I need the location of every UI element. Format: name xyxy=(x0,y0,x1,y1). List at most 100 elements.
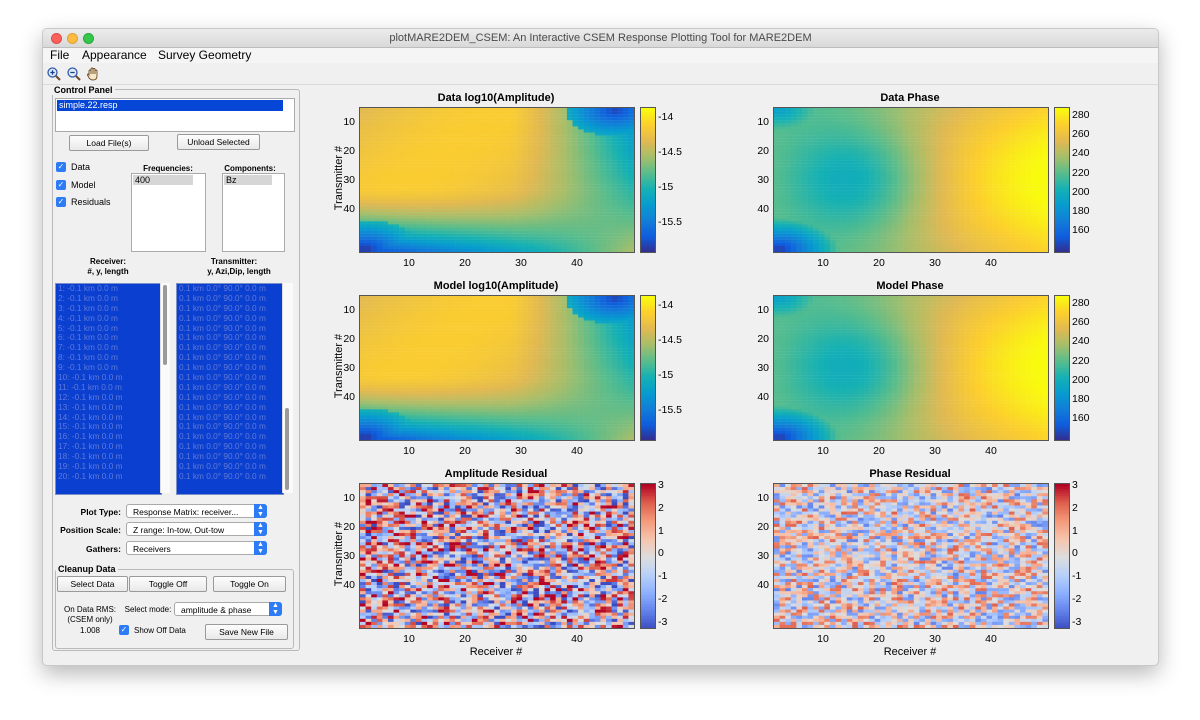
cleanup-data-title: Cleanup Data xyxy=(56,564,118,574)
menu-file[interactable]: File xyxy=(50,48,70,62)
maximize-window-button[interactable] xyxy=(83,33,94,44)
receiver-list-item[interactable]: 4: -0.1 km 0.0 m xyxy=(58,312,118,323)
menu-survey-geometry[interactable]: Survey Geometry xyxy=(158,48,252,62)
show-off-data-checkbox[interactable]: ✓ xyxy=(119,625,129,635)
receiver-list-item[interactable]: 13: -0.1 km 0.0 m xyxy=(58,401,123,412)
receiver-list-scrollbar[interactable] xyxy=(160,283,170,493)
transmitter-list-scrollbar[interactable] xyxy=(282,283,293,493)
receiver-list-item[interactable]: 20: -0.1 km 0.0 m xyxy=(58,470,123,481)
heatmap-image[interactable] xyxy=(773,107,1049,253)
transmitter-list-item[interactable]: 0.1 km 0.0° 90.0° 0.0 m xyxy=(179,312,266,323)
receiver-list-item[interactable]: 7: -0.1 km 0.0 m xyxy=(58,342,118,353)
close-window-button[interactable] xyxy=(51,33,62,44)
transmitter-list-item[interactable]: 0.1 km 0.0° 90.0° 0.0 m xyxy=(179,372,266,383)
residuals-checkbox[interactable]: ✓ xyxy=(56,197,66,207)
colorbar xyxy=(640,295,656,441)
receiver-list-item[interactable]: 6: -0.1 km 0.0 m xyxy=(58,332,118,343)
transmitter-list-item[interactable]: 0.1 km 0.0° 90.0° 0.0 m xyxy=(179,421,266,432)
zoom-in-icon[interactable] xyxy=(46,66,62,82)
transmitter-list-item[interactable]: 0.1 km 0.0° 90.0° 0.0 m xyxy=(179,470,266,481)
receiver-list-item[interactable]: 9: -0.1 km 0.0 m xyxy=(58,362,118,373)
receiver-list-item[interactable]: 3: -0.1 km 0.0 m xyxy=(58,302,118,313)
heatmap-image[interactable] xyxy=(359,295,635,441)
component-item[interactable]: Bz xyxy=(224,175,272,185)
colorbar-tick-label: 180 xyxy=(1072,393,1090,405)
heatmap-image[interactable] xyxy=(359,107,635,253)
receiver-list-item[interactable]: 1: -0.1 km 0.0 m xyxy=(58,283,118,293)
heatmap-image[interactable] xyxy=(773,483,1049,629)
gathers-value: Receivers xyxy=(133,544,171,554)
transmitter-list-item[interactable]: 0.1 km 0.0° 90.0° 0.0 m xyxy=(179,302,266,313)
receiver-scroll-thumb[interactable] xyxy=(163,285,167,365)
toggle-on-button[interactable]: Toggle On xyxy=(213,576,286,592)
heatmap-image[interactable] xyxy=(773,295,1049,441)
colorbar-tick-label: -3 xyxy=(658,615,668,628)
y-tick-label: 20 xyxy=(343,333,355,345)
zoom-out-icon[interactable] xyxy=(66,66,82,82)
receiver-list-item[interactable]: 8: -0.1 km 0.0 m xyxy=(58,352,118,363)
file-list[interactable]: simple.22.resp xyxy=(55,98,295,132)
receiver-list-item[interactable]: 10: -0.1 km 0.0 m xyxy=(58,372,123,383)
receiver-list-item[interactable]: 17: -0.1 km 0.0 m xyxy=(58,441,123,452)
position-scale-select[interactable]: Z range: In-tow, Out-tow ▲ ▼ xyxy=(126,522,267,536)
select-data-button[interactable]: Select Data xyxy=(57,576,128,592)
colorbar-tick-label: 2 xyxy=(1072,501,1078,514)
transmitter-list-item[interactable]: 0.1 km 0.0° 90.0° 0.0 m xyxy=(179,381,266,392)
transmitter-list-item[interactable]: 0.1 km 0.0° 90.0° 0.0 m xyxy=(179,431,266,442)
data-checkbox[interactable]: ✓ xyxy=(56,162,66,172)
receiver-list[interactable]: 1: -0.1 km 0.0 m 2: -0.1 km 0.0 m 3: -0.1 … xyxy=(55,283,162,495)
transmitter-list-item[interactable]: 0.1 km 0.0° 90.0° 0.0 m xyxy=(179,283,266,293)
menu-appearance[interactable]: Appearance xyxy=(82,48,147,62)
x-tick-label: 20 xyxy=(873,257,885,269)
transmitter-list-item[interactable]: 0.1 km 0.0° 90.0° 0.0 m xyxy=(179,391,266,402)
transmitter-list-item[interactable]: 0.1 km 0.0° 90.0° 0.0 m xyxy=(179,451,266,462)
transmitter-list-item[interactable]: 0.1 km 0.0° 90.0° 0.0 m xyxy=(179,322,266,333)
rms-sublabel: (CSEM only) xyxy=(67,615,113,624)
load-files-button[interactable]: Load File(s) xyxy=(69,135,149,151)
y-axis-label: Transmitter # xyxy=(333,145,345,211)
plot-type-select[interactable]: Response Matrix: receiver... ▲ ▼ xyxy=(126,504,267,518)
select-mode-select[interactable]: amplitude & phase ▲ ▼ xyxy=(174,602,282,616)
minimize-window-button[interactable] xyxy=(67,33,78,44)
receiver-list-item[interactable]: 18: -0.1 km 0.0 m xyxy=(58,451,123,462)
receiver-list-item[interactable]: 11: -0.1 km 0.0 m xyxy=(58,381,122,392)
components-list[interactable]: Bz xyxy=(222,173,285,252)
transmitter-list-item[interactable]: 0.1 km 0.0° 90.0° 0.0 m xyxy=(179,362,266,373)
colorbar-tick-label: -14.5 xyxy=(658,146,682,158)
receiver-list-item[interactable]: 19: -0.1 km 0.0 m xyxy=(58,461,123,472)
receiver-list-item[interactable]: 16: -0.1 km 0.0 m xyxy=(58,431,123,442)
y-tick-label: 20 xyxy=(757,145,769,157)
toggle-off-button[interactable]: Toggle Off xyxy=(129,576,207,592)
receiver-list-item[interactable]: 14: -0.1 km 0.0 m xyxy=(58,411,123,422)
colorbar xyxy=(1054,295,1070,441)
transmitter-list-item[interactable]: 0.1 km 0.0° 90.0° 0.0 m xyxy=(179,332,266,343)
transmitter-scroll-thumb[interactable] xyxy=(285,408,289,490)
transmitter-list-item[interactable]: 0.1 km 0.0° 90.0° 0.0 m xyxy=(179,292,266,303)
x-tick-label: 30 xyxy=(515,445,527,457)
transmitter-list-item[interactable]: 0.1 km 0.0° 90.0° 0.0 m xyxy=(179,401,266,412)
transmitter-list-item[interactable]: 0.1 km 0.0° 90.0° 0.0 m xyxy=(179,342,266,353)
receiver-list-item[interactable]: 2: -0.1 km 0.0 m xyxy=(58,292,118,303)
receiver-list-item[interactable]: 12: -0.1 km 0.0 m xyxy=(58,391,123,402)
model-checkbox[interactable]: ✓ xyxy=(56,180,66,190)
file-list-item-selected[interactable]: simple.22.resp xyxy=(57,100,283,111)
receiver-list-item[interactable]: 15: -0.1 km 0.0 m xyxy=(58,421,123,432)
colorbar xyxy=(1054,483,1070,629)
frequency-item[interactable]: 400 xyxy=(133,175,193,185)
y-tick-label: 40 xyxy=(343,579,355,591)
save-new-file-button[interactable]: Save New File xyxy=(205,624,288,640)
transmitter-list-item[interactable]: 0.1 km 0.0° 90.0° 0.0 m xyxy=(179,352,266,363)
transmitter-list-item[interactable]: 0.1 km 0.0° 90.0° 0.0 m xyxy=(179,441,266,452)
heatmap-image[interactable] xyxy=(359,483,635,629)
unload-selected-button[interactable]: Unload Selected xyxy=(177,134,260,150)
pan-hand-icon[interactable] xyxy=(85,66,101,82)
frequencies-list[interactable]: 400 xyxy=(131,173,206,252)
transmitter-list-item[interactable]: 0.1 km 0.0° 90.0° 0.0 m xyxy=(179,411,266,422)
transmitter-list-item[interactable]: 0.1 km 0.0° 90.0° 0.0 m xyxy=(179,461,266,472)
x-axis-label: Receiver # xyxy=(883,646,937,658)
receiver-list-item[interactable]: 5: -0.1 km 0.0 m xyxy=(58,322,118,333)
y-axis-label: Transmitter # xyxy=(333,333,345,399)
transmitter-list[interactable]: 0.1 km 0.0° 90.0° 0.0 m 0.1 km 0.0° 90.0°… xyxy=(176,283,284,495)
gathers-select[interactable]: Receivers ▲ ▼ xyxy=(126,541,267,555)
y-tick-label: 10 xyxy=(757,116,769,128)
